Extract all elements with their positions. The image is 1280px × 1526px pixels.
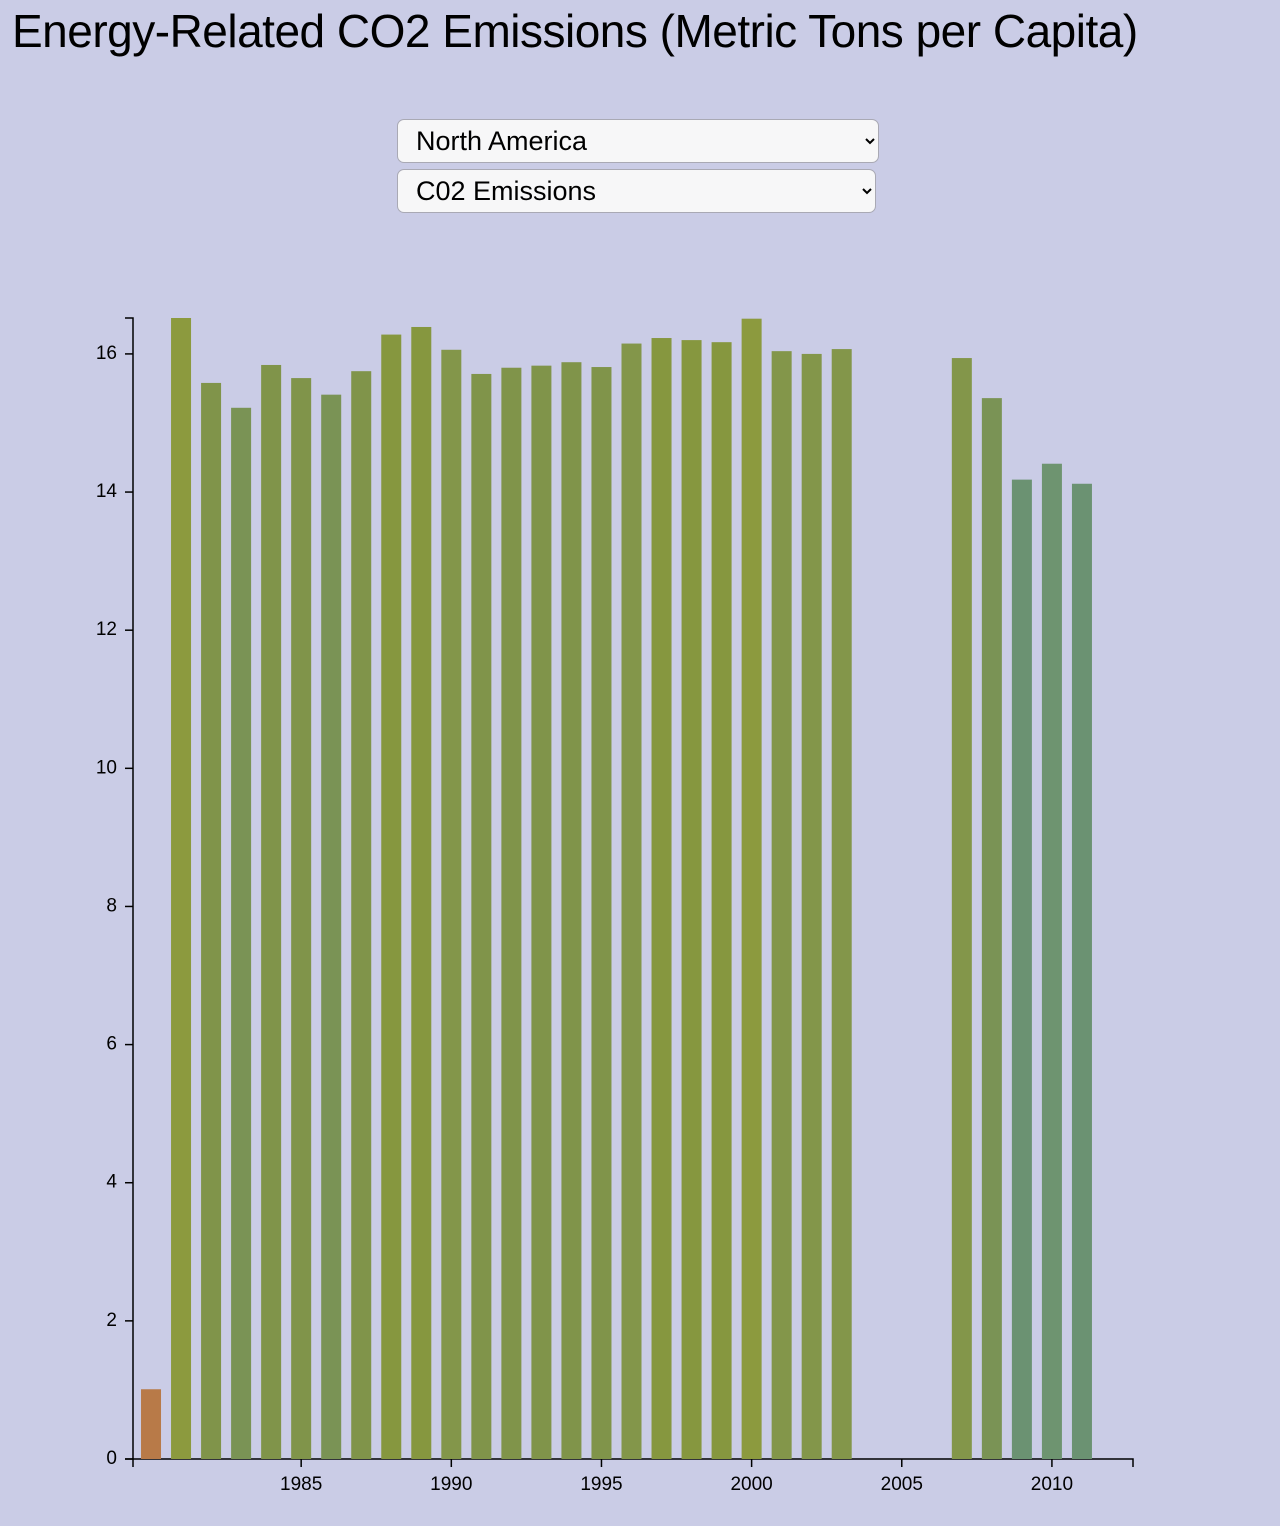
- bar: [141, 1389, 162, 1459]
- y-axis: [125, 317, 134, 1460]
- bar: [411, 326, 432, 1460]
- x-tick-label: 1995: [580, 1474, 622, 1495]
- bar: [831, 349, 852, 1459]
- y-tick-label: 12: [96, 619, 117, 640]
- bar: [381, 334, 402, 1459]
- bar: [621, 343, 642, 1460]
- bar: [711, 342, 732, 1460]
- bar: [171, 318, 192, 1459]
- y-tick-label: 8: [106, 895, 117, 916]
- bar: [681, 340, 702, 1459]
- metric-select[interactable]: C02 Emissions: [397, 169, 876, 213]
- bar: [741, 318, 762, 1459]
- bar: [321, 394, 342, 1459]
- bar: [231, 407, 252, 1460]
- x-tick-label: 2000: [730, 1474, 772, 1495]
- bar: [261, 364, 282, 1460]
- y-tick-label: 6: [106, 1034, 117, 1055]
- bar: [531, 365, 552, 1460]
- bar: [651, 338, 672, 1459]
- bar: [441, 349, 462, 1459]
- bar: [501, 367, 522, 1460]
- bar: [561, 362, 582, 1460]
- bar: [981, 398, 1002, 1459]
- x-tick-label: 2010: [1031, 1474, 1073, 1495]
- bar: [801, 353, 822, 1459]
- bar: [1041, 463, 1062, 1460]
- x-axis: [132, 1458, 1134, 1467]
- y-tick-label: 16: [96, 343, 117, 364]
- bar: [771, 351, 792, 1459]
- y-tick-label: 0: [106, 1448, 117, 1469]
- bar: [591, 367, 612, 1460]
- bar: [201, 382, 222, 1460]
- bar: [291, 378, 312, 1459]
- bar: [951, 358, 972, 1459]
- bar: [471, 373, 492, 1459]
- x-tick-label: 2005: [881, 1474, 923, 1495]
- y-tick-label: 10: [96, 757, 117, 778]
- region-select[interactable]: North America: [397, 119, 879, 163]
- bar: [1011, 479, 1032, 1459]
- bar: [1071, 483, 1092, 1460]
- page-title: Energy-Related CO2 Emissions (Metric Ton…: [12, 5, 1138, 57]
- x-tick-label: 1990: [430, 1474, 472, 1495]
- bar: [351, 371, 372, 1460]
- y-tick-label: 4: [106, 1172, 117, 1193]
- x-tick-label: 1985: [280, 1474, 322, 1495]
- y-tick-label: 14: [96, 481, 118, 502]
- y-tick-label: 2: [106, 1310, 117, 1331]
